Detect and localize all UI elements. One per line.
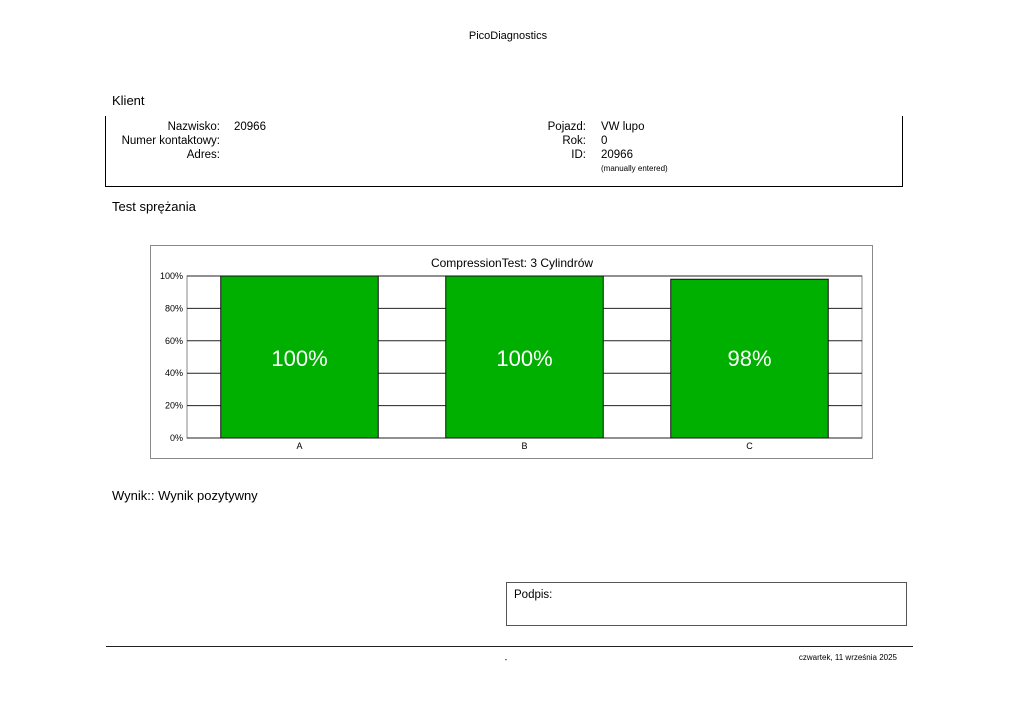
id-label: ID: (571, 149, 586, 161)
y-tick-label: 60% (165, 336, 183, 346)
bar-value-label: 98% (727, 346, 771, 371)
surname-value: 20966 (234, 121, 266, 133)
y-tick-label: 80% (165, 303, 183, 313)
bar-value-label: 100% (271, 346, 327, 371)
footer-left-text: - (504, 655, 508, 664)
signature-label: Podpis: (514, 589, 553, 601)
address-label: Adres: (186, 149, 220, 161)
id-note: (manually entered) (601, 164, 668, 173)
contact-number-label: Numer kontaktowy: (121, 135, 220, 147)
report-title: PicoDiagnostics (468, 30, 548, 42)
year-label: Rok: (562, 135, 586, 147)
y-tick-label: 100% (160, 271, 183, 281)
y-tick-label: 0% (170, 433, 183, 443)
y-tick-label: 20% (165, 401, 183, 411)
bar-value-label: 100% (496, 346, 552, 371)
surname-label: Nazwisko: (167, 121, 220, 133)
vehicle-value: VW lupo (601, 121, 645, 133)
footer-date: czwartek, 11 września 2025 (798, 653, 897, 662)
footer-divider (106, 646, 913, 647)
x-tick-label: B (521, 441, 527, 451)
x-tick-label: A (296, 441, 302, 451)
chart-title: CompressionTest: 3 Cylindrów (431, 256, 593, 270)
bar-A (220, 275, 379, 439)
chart-svg: CompressionTest: 3 Cylindrów 0% 20% 40% 60%… (160, 256, 863, 451)
result-text: Wynik:: Wynik pozytywny (112, 488, 258, 503)
year-value: 0 (601, 135, 608, 147)
client-info-box: Nazwisko: 20966 Numer kontaktowy: Adres:… (105, 116, 903, 187)
bar-C (670, 278, 829, 439)
compression-chart: CompressionTest: 3 Cylindrów 0% 20% 40% 60%… (150, 245, 873, 459)
id-value: 20966 (601, 149, 633, 161)
bar-B (445, 275, 604, 439)
section-title-test: Test sprężania (112, 199, 196, 214)
section-title-client: Klient (112, 93, 145, 108)
signature-box: Podpis: (506, 582, 907, 626)
vehicle-label: Pojazd: (547, 121, 586, 133)
x-tick-label: C (746, 441, 753, 451)
y-tick-label: 40% (165, 368, 183, 378)
